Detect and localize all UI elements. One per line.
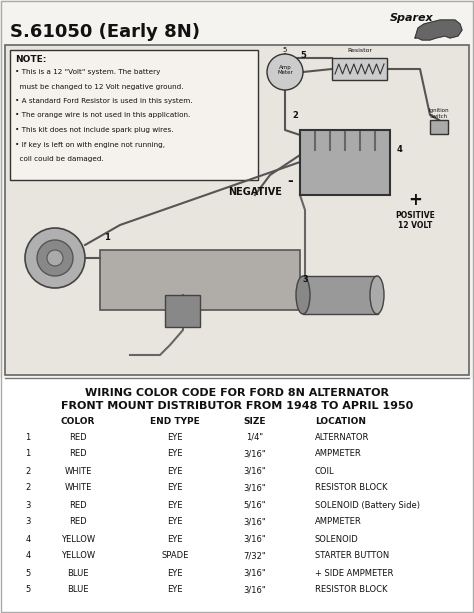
Text: 4: 4 — [26, 552, 31, 560]
Text: SOLENOID: SOLENOID — [315, 535, 359, 544]
Ellipse shape — [296, 276, 310, 314]
Text: NEGATIVE: NEGATIVE — [228, 187, 282, 197]
Text: EYE: EYE — [167, 484, 183, 492]
Text: NOTE:: NOTE: — [15, 56, 46, 64]
Text: Ignition
Switch: Ignition Switch — [428, 108, 449, 119]
Text: 2: 2 — [26, 466, 31, 476]
Text: 5/16": 5/16" — [244, 500, 266, 509]
Text: Sparex: Sparex — [390, 13, 434, 23]
Text: BLUE: BLUE — [67, 568, 89, 577]
Text: 3/16": 3/16" — [244, 568, 266, 577]
Text: • A standard Ford Resistor is used in this system.: • A standard Ford Resistor is used in th… — [15, 98, 192, 104]
Text: Amp
Meter: Amp Meter — [277, 64, 293, 75]
Text: RED: RED — [69, 500, 87, 509]
Bar — [332, 58, 387, 80]
Text: 1: 1 — [104, 234, 110, 243]
Circle shape — [47, 250, 63, 266]
Circle shape — [37, 240, 73, 276]
Text: 5: 5 — [283, 47, 287, 53]
Text: BLUE: BLUE — [67, 585, 89, 595]
Text: Resistor: Resistor — [347, 48, 372, 53]
Text: COIL: COIL — [315, 466, 335, 476]
Bar — [100, 250, 300, 310]
Bar — [303, 276, 378, 314]
Text: EYE: EYE — [167, 535, 183, 544]
Circle shape — [267, 54, 303, 90]
Text: SPADE: SPADE — [161, 552, 189, 560]
Text: 3: 3 — [25, 517, 31, 527]
Text: RED: RED — [69, 449, 87, 459]
Text: 5: 5 — [26, 568, 31, 577]
Bar — [165, 295, 200, 327]
Text: RESISTOR BLOCK: RESISTOR BLOCK — [315, 585, 388, 595]
Text: 4: 4 — [397, 145, 403, 154]
Text: S.61050 (Early 8N): S.61050 (Early 8N) — [10, 23, 200, 41]
Text: • This is a 12 "Volt" system. The battery: • This is a 12 "Volt" system. The batter… — [15, 69, 160, 75]
Text: RED: RED — [69, 433, 87, 441]
Text: 5: 5 — [26, 585, 31, 595]
Text: 1: 1 — [26, 449, 31, 459]
Text: SOLENOID (Battery Side): SOLENOID (Battery Side) — [315, 500, 420, 509]
Text: 3/16": 3/16" — [244, 585, 266, 595]
Text: RED: RED — [69, 517, 87, 527]
Text: 2: 2 — [26, 484, 31, 492]
Text: • The orange wire is not used in this application.: • The orange wire is not used in this ap… — [15, 113, 190, 118]
Text: YELLOW: YELLOW — [61, 552, 95, 560]
Text: must be changed to 12 Volt negative ground.: must be changed to 12 Volt negative grou… — [15, 83, 183, 89]
Text: EYE: EYE — [167, 585, 183, 595]
Text: EYE: EYE — [167, 449, 183, 459]
Text: • If key is left on with engine not running,: • If key is left on with engine not runn… — [15, 142, 165, 148]
Text: YELLOW: YELLOW — [61, 535, 95, 544]
Text: SIZE: SIZE — [244, 417, 266, 427]
Text: 3: 3 — [302, 275, 308, 284]
Bar — [0, 378, 474, 613]
Text: -: - — [287, 174, 293, 188]
Text: EYE: EYE — [167, 568, 183, 577]
Text: EYE: EYE — [167, 466, 183, 476]
Text: + SIDE AMPMETER: + SIDE AMPMETER — [315, 568, 393, 577]
Bar — [300, 130, 390, 195]
Text: END TYPE: END TYPE — [150, 417, 200, 427]
Text: 4: 4 — [26, 535, 31, 544]
Text: POSITIVE: POSITIVE — [395, 211, 435, 220]
Text: 3/16": 3/16" — [244, 517, 266, 527]
Text: WIRING COLOR CODE FOR FORD 8N ALTERNATOR: WIRING COLOR CODE FOR FORD 8N ALTERNATOR — [85, 388, 389, 398]
Text: EYE: EYE — [167, 517, 183, 527]
Text: AMPMETER: AMPMETER — [315, 449, 362, 459]
Ellipse shape — [370, 276, 384, 314]
Text: LOCATION: LOCATION — [315, 417, 366, 427]
Text: 1/4": 1/4" — [246, 433, 264, 441]
Text: 3/16": 3/16" — [244, 535, 266, 544]
Circle shape — [25, 228, 85, 288]
Text: EYE: EYE — [167, 500, 183, 509]
Text: WHITE: WHITE — [64, 466, 91, 476]
Text: AMPMETER: AMPMETER — [315, 517, 362, 527]
Text: 5: 5 — [300, 50, 306, 59]
Text: 3/16": 3/16" — [244, 449, 266, 459]
Text: 7/32": 7/32" — [244, 552, 266, 560]
Text: 3: 3 — [25, 500, 31, 509]
Text: • This kit does not include spark plug wires.: • This kit does not include spark plug w… — [15, 127, 173, 133]
Text: 3/16": 3/16" — [244, 466, 266, 476]
Text: FRONT MOUNT DISTRIBUTOR FROM 1948 TO APRIL 1950: FRONT MOUNT DISTRIBUTOR FROM 1948 TO APR… — [61, 401, 413, 411]
Text: WHITE: WHITE — [64, 484, 91, 492]
Text: STARTER BUTTON: STARTER BUTTON — [315, 552, 389, 560]
Text: 1: 1 — [26, 433, 31, 441]
Bar — [430, 120, 448, 134]
Text: ALTERNATOR: ALTERNATOR — [315, 433, 369, 441]
Polygon shape — [415, 20, 462, 40]
Text: 3/16": 3/16" — [244, 484, 266, 492]
Text: coil could be damaged.: coil could be damaged. — [15, 156, 104, 162]
Bar — [5, 45, 469, 375]
Text: RESISTOR BLOCK: RESISTOR BLOCK — [315, 484, 388, 492]
Bar — [10, 50, 258, 180]
Text: COLOR: COLOR — [61, 417, 95, 427]
Text: 12 VOLT: 12 VOLT — [398, 221, 432, 230]
Text: +: + — [408, 191, 422, 209]
Text: 2: 2 — [292, 110, 298, 120]
Text: EYE: EYE — [167, 433, 183, 441]
